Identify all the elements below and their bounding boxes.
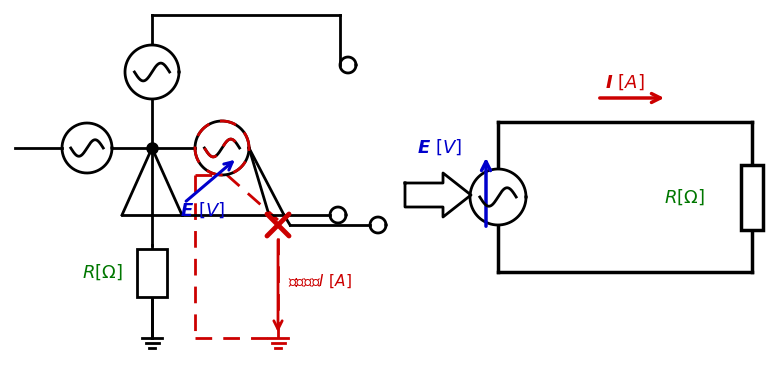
Polygon shape xyxy=(195,121,249,175)
Text: $\bfit{E}$ $[V]$: $\bfit{E}$ $[V]$ xyxy=(417,137,462,157)
Text: $R[\Omega]$: $R[\Omega]$ xyxy=(664,187,704,207)
Text: $\bfit{E}$ $[V]$: $\bfit{E}$ $[V]$ xyxy=(180,200,225,220)
FancyBboxPatch shape xyxy=(741,165,763,229)
Polygon shape xyxy=(470,169,526,225)
Polygon shape xyxy=(125,45,179,99)
FancyBboxPatch shape xyxy=(137,248,167,296)
Text: $R[\Omega]$: $R[\Omega]$ xyxy=(81,263,122,282)
Text: $\bfit{I}$ $[A]$: $\bfit{I}$ $[A]$ xyxy=(605,72,645,92)
Polygon shape xyxy=(62,123,112,173)
Polygon shape xyxy=(405,173,471,217)
Text: 地絡電流$\it{I}$ $[A]$: 地絡電流$\it{I}$ $[A]$ xyxy=(288,273,352,290)
